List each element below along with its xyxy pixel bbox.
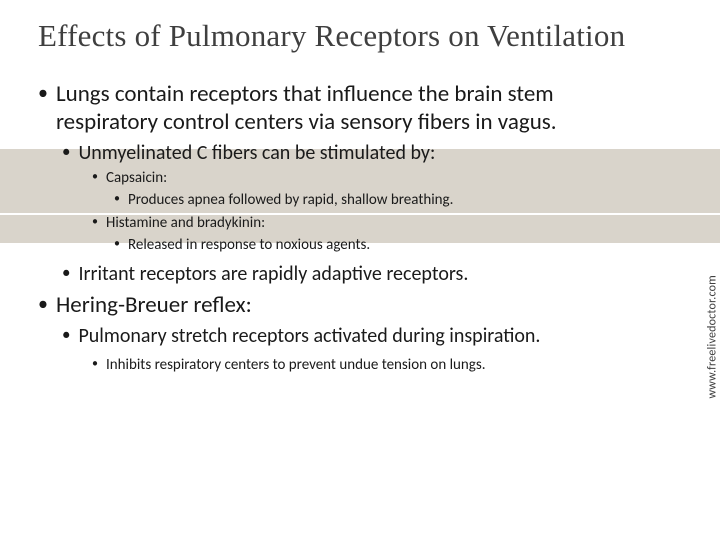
bullet-lvl4: • Released in response to noxious agents… — [38, 235, 686, 255]
bullet-dot-icon: • — [92, 168, 98, 186]
content-body: • Lungs contain receptors that influence… — [38, 80, 686, 376]
bullet-lvl2: • Pulmonary stretch receptors activated … — [38, 323, 686, 349]
bullet-lvl3: • Histamine and bradykinin: — [38, 213, 686, 233]
bullet-lvl3: • Inhibits respiratory centers to preven… — [38, 355, 686, 375]
bullet-text: Capsaicin: — [106, 168, 686, 188]
bullet-text: Hering-Breuer reflex: — [56, 291, 686, 320]
bullet-dot-icon: • — [62, 140, 70, 164]
bullet-lvl1: • Hering-Breuer reflex: — [38, 291, 686, 320]
bullet-dot-icon: • — [114, 235, 120, 253]
bullet-dot-icon: • — [92, 213, 98, 231]
page-title: Effects of Pulmonary Receptors on Ventil… — [38, 18, 686, 54]
bullet-text: Released in response to noxious agents. — [128, 235, 686, 255]
bullet-dot-icon: • — [92, 355, 98, 373]
bullet-lvl1: • Lungs contain receptors that influence… — [38, 80, 686, 138]
bullet-dot-icon: • — [38, 291, 48, 317]
bullet-lvl3: • Capsaicin: — [38, 168, 686, 188]
bullet-dot-icon: • — [62, 323, 70, 347]
bullet-dot-icon: • — [62, 261, 70, 285]
bullet-lvl2: • Irritant receptors are rapidly adaptiv… — [38, 261, 686, 287]
bullet-dot-icon: • — [114, 190, 120, 208]
bullet-text: Pulmonary stretch receptors activated du… — [78, 323, 686, 349]
slide: Effects of Pulmonary Receptors on Ventil… — [0, 0, 720, 540]
bullet-text: Inhibits respiratory centers to prevent … — [106, 355, 686, 375]
bullet-text: Histamine and bradykinin: — [106, 213, 686, 233]
bullet-lvl2: • Unmyelinated C fibers can be stimulate… — [38, 140, 686, 166]
bullet-text: Produces apnea followed by rapid, shallo… — [128, 190, 686, 210]
bullet-text: Unmyelinated C fibers can be stimulated … — [78, 140, 686, 166]
bullet-lvl4: • Produces apnea followed by rapid, shal… — [38, 190, 686, 210]
bullet-dot-icon: • — [38, 80, 48, 106]
bullet-text: Irritant receptors are rapidly adaptive … — [78, 261, 686, 287]
watermark-text: www.freelivedoctor.com — [705, 275, 719, 399]
bullet-text: Lungs contain receptors that influence t… — [56, 80, 656, 138]
